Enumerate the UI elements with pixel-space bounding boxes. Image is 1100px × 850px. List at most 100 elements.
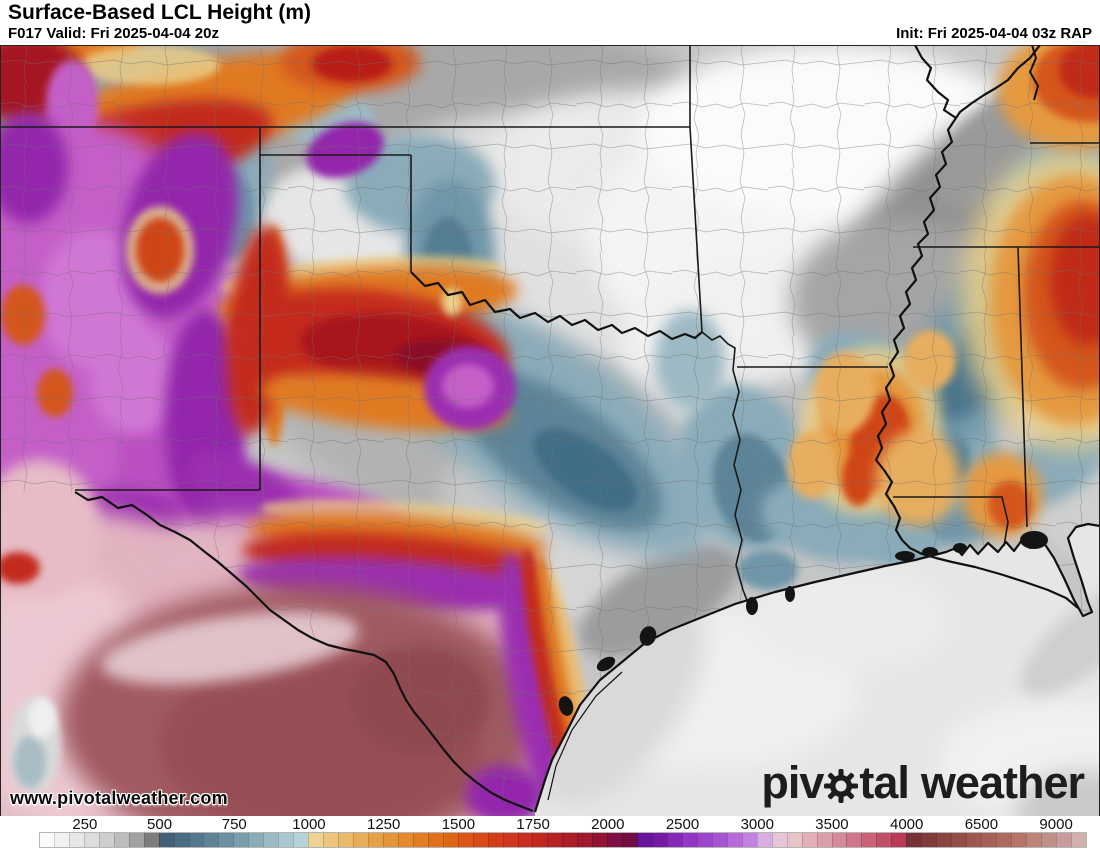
colorbar-cell [113, 833, 129, 847]
colorbar-cell [188, 833, 204, 847]
colorbar-cell [98, 833, 114, 847]
colorbar-tick-label: 1750 [516, 816, 550, 833]
tennessee-river [1029, 44, 1039, 101]
colorbar-cell [203, 833, 219, 847]
watermark-url: www.pivotalweather.com [10, 788, 228, 808]
colorbar-cell [487, 833, 503, 847]
colorbar-cell [981, 833, 996, 847]
colorbar-cell [338, 833, 354, 847]
forecast-valid-label: F017 Valid: Fri 2025-04-04 20z [8, 25, 219, 42]
colorbar-cell [816, 833, 832, 847]
colorbar-cell [532, 833, 548, 847]
colorbar-cell [936, 833, 952, 847]
coastal-lakes [558, 531, 1048, 716]
colorbar-cell [876, 833, 892, 847]
colorbar-cell [577, 833, 593, 847]
colorbar-cell [517, 833, 533, 847]
colorbar-tick-label: 750 [221, 816, 247, 833]
colorbar-tick-label: 3500 [815, 816, 849, 833]
header: Surface-Based LCL Height (m) F017 Valid:… [0, 0, 1100, 45]
colorbar-cell [652, 833, 668, 847]
colorbar-cell [726, 833, 742, 847]
colorbar-cell [801, 833, 817, 847]
colorbar-cell [966, 833, 982, 847]
colorbar-cell [607, 833, 623, 847]
colorbar-cell [861, 833, 877, 847]
colorbar-cell [711, 833, 727, 847]
colorbar-tick-label: 4000 [889, 816, 924, 833]
colorbar-cell [667, 833, 682, 847]
colorbar-cell [996, 833, 1011, 847]
colorbar-tick-label: 1250 [366, 816, 401, 833]
rio-grande-river [74, 491, 534, 813]
colorbar-tick-label: 1000 [292, 816, 326, 833]
colorbar-cell [412, 833, 428, 847]
colorbar-tick-label: 2000 [591, 816, 625, 833]
colorbar-cell [382, 833, 398, 847]
gear-icon [824, 768, 859, 803]
colorbar-cell [891, 833, 907, 847]
colorbar-cell [592, 833, 608, 847]
mississippi-river [874, 44, 1079, 609]
colorbar-cell [1040, 833, 1056, 847]
colorbar-cell [68, 833, 84, 847]
colorbar-cell [457, 833, 473, 847]
colorbar-cells [39, 832, 1087, 848]
red-river [410, 271, 703, 341]
colorbar-cell [53, 833, 69, 847]
colorbar-tick-label: 250 [72, 816, 98, 833]
logo-text-weather: weather [920, 757, 1085, 808]
colorbar-tick-label: 2500 [665, 816, 700, 833]
ohio-river [955, 44, 1041, 119]
colorbar-cell [293, 833, 309, 847]
colorbar-cell [951, 833, 967, 847]
logo-text-tal: tal [859, 757, 910, 808]
rivers [74, 44, 1079, 813]
colorbar-cell [696, 833, 712, 847]
colorbar-cell [158, 833, 174, 847]
colorbar-cell [323, 833, 339, 847]
colorbar-cell [846, 833, 862, 847]
colorbar-cell [263, 833, 279, 847]
colorbar-tick-label: 3000 [740, 816, 774, 833]
colorbar-cell [562, 833, 578, 847]
colorbar-cell [248, 833, 264, 847]
colorbar-cell [143, 833, 159, 847]
gulf-of-mexico [535, 524, 1100, 818]
logo-text-piv: piv [761, 757, 824, 808]
colorbar-cell [622, 833, 638, 847]
lcl-height-map-svg [0, 44, 1100, 818]
colorbar-cell [397, 833, 413, 847]
colorbar-cell [771, 833, 787, 847]
colorbar-cell [756, 833, 772, 847]
colorbar-cell [218, 833, 234, 847]
page-title: Surface-Based LCL Height (m) [8, 1, 311, 24]
model-init-label: Init: Fri 2025-04-04 03z RAP [896, 25, 1092, 42]
colorbar-cell [547, 833, 563, 847]
colorbar-cell [442, 833, 458, 847]
colorbar-cell [1055, 833, 1071, 847]
colorbar-cell [1010, 833, 1026, 847]
colorbar-tick-label: 500 [147, 816, 173, 833]
colorbar-cell [921, 833, 937, 847]
weather-map [0, 44, 1100, 818]
pivotal-weather-logo: piv tal weather [761, 757, 1085, 808]
colorbar-cell [472, 833, 488, 847]
colorbar-cell [40, 833, 54, 847]
barrier-islands [547, 671, 623, 801]
colorbar-cell [502, 833, 518, 847]
coastline [533, 522, 1100, 813]
colorbar-cell [278, 833, 294, 847]
state-borders [0, 45, 1100, 609]
colorbar-cell [427, 833, 443, 847]
colorbar-cell [353, 833, 368, 847]
colorbar-cell [681, 833, 697, 847]
colorbar-cell [831, 833, 847, 847]
colorbar-cell [367, 833, 383, 847]
colorbar-cell [741, 833, 757, 847]
colorbar-cell [173, 833, 189, 847]
colorbar-cell [308, 833, 324, 847]
colorbar-ticks: 250 500 750 1000 1250 1500 1750 2000 2500 3000 350… [0, 816, 1100, 833]
colorbar-cell [1025, 833, 1041, 847]
